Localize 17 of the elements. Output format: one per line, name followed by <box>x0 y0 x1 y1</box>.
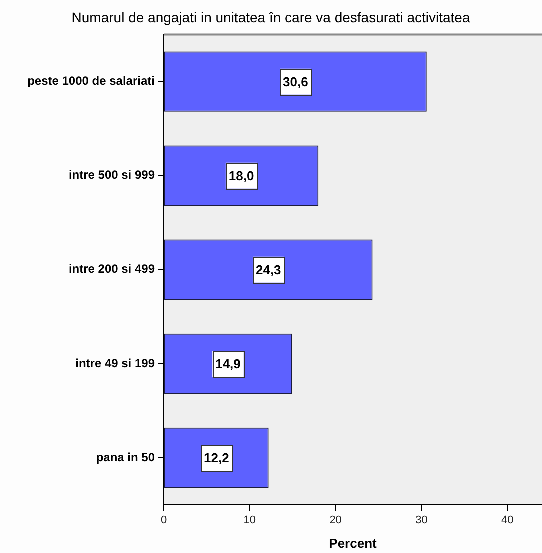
data-label: 12,2 <box>204 450 230 466</box>
y-tick-label: intre 500 si 999 <box>68 168 156 182</box>
x-tick-label: 20 <box>330 514 342 527</box>
x-tick-label: 30 <box>416 514 428 527</box>
y-tick-label: peste 1000 de salariati <box>28 74 155 88</box>
y-tick-label: pana in 50 <box>96 450 156 464</box>
x-tick-label: 40 <box>502 514 514 527</box>
chart-title: Numarul de angajati in unitatea în care va desfasurati activitatea <box>72 9 470 26</box>
x-tick-label: 10 <box>244 514 256 527</box>
data-label: 18,0 <box>228 168 254 184</box>
y-tick-label: intre 200 si 499 <box>68 262 156 276</box>
x-tick-label: 0 <box>160 514 168 527</box>
y-tick-label: intre 49 si 199 <box>76 356 156 370</box>
x-axis-title: Percent <box>329 536 378 551</box>
data-label: 30,6 <box>283 74 308 90</box>
data-label: 24,3 <box>256 262 282 278</box>
data-label: 14,9 <box>216 356 241 372</box>
